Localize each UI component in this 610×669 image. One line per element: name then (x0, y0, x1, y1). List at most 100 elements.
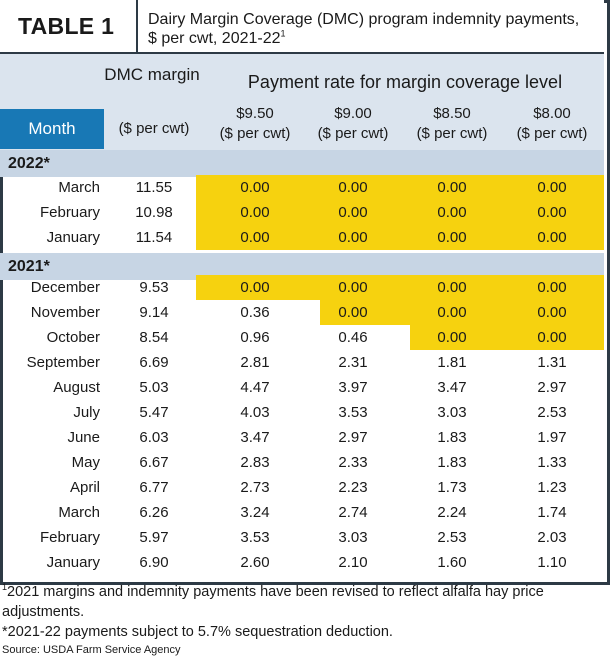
payment-cell: 0.00 (537, 279, 567, 296)
table-row: January 6.90 2.60 2.10 1.60 1.10 (0, 550, 604, 575)
payment-cell: 2.83 (240, 454, 270, 471)
footnote-1: 12021 margins and indemnity payments hav… (2, 582, 606, 622)
coverage-level-value: $9.00 (334, 105, 372, 122)
coverage-level-unit: ($ per cwt) (219, 125, 291, 142)
payment-cell: 2.31 (338, 354, 368, 371)
table-row: December 9.53 0.00 0.00 0.00 0.00 (0, 275, 604, 300)
payment-cell: 1.97 (537, 429, 567, 446)
margin-cell: 6.67 (139, 454, 169, 471)
table-label: TABLE 1 (0, 0, 138, 52)
month-cell: January (46, 229, 100, 246)
payment-cell: 0.00 (537, 304, 567, 321)
coverage-level-unit: ($ per cwt) (317, 125, 389, 142)
payment-cell: 0.00 (338, 279, 368, 296)
table-row: July 5.47 4.03 3.53 3.03 2.53 (0, 400, 604, 425)
payment-cell: 0.00 (537, 179, 567, 196)
payment-cell: 3.03 (437, 404, 467, 421)
column-header: DMC margin Payment rate for margin cover… (0, 54, 604, 150)
month-cell: June (67, 429, 100, 446)
table-row: May 6.67 2.83 2.33 1.83 1.33 (0, 450, 604, 475)
coverage-level-unit: ($ per cwt) (416, 125, 488, 142)
payment-cell: 3.47 (240, 429, 270, 446)
table-row: August 5.03 4.47 3.97 3.47 2.97 (0, 375, 604, 400)
margin-cell: 6.26 (139, 504, 169, 521)
payment-cell: 0.96 (240, 329, 270, 346)
month-cell: February (39, 204, 100, 221)
payment-cell: 0.00 (437, 279, 467, 296)
month-cell: February (39, 529, 100, 546)
month-cell: July (73, 404, 100, 421)
payment-cell: 0.00 (338, 229, 368, 246)
payment-cell: 0.00 (240, 204, 270, 221)
coverage-level-header: $8.50 ($ per cwt) (403, 104, 501, 144)
table-row: April 6.77 2.73 2.23 1.73 1.23 (0, 475, 604, 500)
payment-cell: 1.73 (437, 479, 467, 496)
payment-cell: 2.97 (537, 379, 567, 396)
table-row: March 11.55 0.00 0.00 0.00 0.00 (0, 175, 604, 200)
payment-cell: 3.53 (338, 404, 368, 421)
table-title: Dairy Margin Coverage (DMC) program inde… (148, 10, 588, 48)
payment-cell: 2.10 (338, 554, 368, 571)
table-row: March 6.26 3.24 2.74 2.24 1.74 (0, 500, 604, 525)
footnotes: 12021 margins and indemnity payments hav… (2, 582, 606, 658)
margin-cell: 5.03 (139, 379, 169, 396)
payment-cell: 3.47 (437, 379, 467, 396)
month-cell: March (58, 504, 100, 521)
margin-cell: 5.97 (139, 529, 169, 546)
payment-cell: 2.74 (338, 504, 368, 521)
table-row: January 11.54 0.00 0.00 0.00 0.00 (0, 225, 604, 250)
margin-cell: 10.98 (135, 204, 173, 221)
footnote-marker: 1 (2, 582, 8, 593)
margin-cell: 6.90 (139, 554, 169, 571)
table-title-text: Dairy Margin Coverage (DMC) program inde… (148, 11, 580, 47)
payment-cell: 3.03 (338, 529, 368, 546)
month-cell: October (46, 329, 100, 346)
payment-cell: 0.00 (338, 304, 368, 321)
month-cell: November (30, 304, 100, 321)
payment-cell: 0.36 (240, 304, 270, 321)
payment-cell: 0.00 (537, 229, 567, 246)
title-divider (0, 52, 604, 54)
payment-cell: 0.00 (240, 179, 270, 196)
margin-cell: 11.55 (135, 179, 173, 196)
month-cell: March (58, 179, 100, 196)
payment-cell: 1.33 (537, 454, 567, 471)
payment-cell: 0.00 (537, 204, 567, 221)
payment-cell: 2.60 (240, 554, 270, 571)
payment-cell: 2.81 (240, 354, 270, 371)
payment-cell: 2.24 (437, 504, 467, 521)
coverage-level-unit: ($ per cwt) (516, 125, 588, 142)
dmc-margin-header: DMC margin (104, 65, 200, 84)
payment-cell: 0.00 (338, 179, 368, 196)
table-row: February 5.97 3.53 3.03 2.53 2.03 (0, 525, 604, 550)
source-line: Source: USDA Farm Service Agency (2, 644, 181, 656)
payment-cell: 1.83 (437, 429, 467, 446)
title-bar: TABLE 1 Dairy Margin Coverage (DMC) prog… (0, 0, 604, 55)
payment-cell: 0.00 (240, 279, 270, 296)
margin-cell: 8.54 (139, 329, 169, 346)
margin-cell: 11.54 (135, 229, 173, 246)
payment-cell: 1.81 (437, 354, 467, 371)
year-row-2022: 2022* (0, 150, 604, 177)
zero-payment-highlight (410, 325, 604, 350)
margin-cell: 5.47 (139, 404, 169, 421)
zero-payment-highlight (320, 300, 604, 325)
payment-cell: 2.03 (537, 529, 567, 546)
payment-cell: 2.53 (537, 404, 567, 421)
table-row: October 8.54 0.96 0.46 0.00 0.00 (0, 325, 604, 350)
payment-cell: 2.33 (338, 454, 368, 471)
payment-cell: 1.74 (537, 504, 567, 521)
month-cell: April (69, 479, 100, 496)
table-row: February 10.98 0.00 0.00 0.00 0.00 (0, 200, 604, 225)
month-header: Month (0, 109, 104, 149)
payment-cell: 2.53 (437, 529, 467, 546)
payment-cell: 1.83 (437, 454, 467, 471)
footnote-1-text: 2021 margins and indemnity payments have… (2, 584, 544, 620)
coverage-level-header: $9.50 ($ per cwt) (206, 104, 304, 144)
month-cell: September (26, 354, 100, 371)
payment-cell: 2.97 (338, 429, 368, 446)
coverage-level-value: $8.50 (433, 105, 471, 122)
payment-cell: 1.60 (437, 554, 467, 571)
payment-cell: 0.00 (338, 204, 368, 221)
coverage-level-header: $9.00 ($ per cwt) (304, 104, 402, 144)
